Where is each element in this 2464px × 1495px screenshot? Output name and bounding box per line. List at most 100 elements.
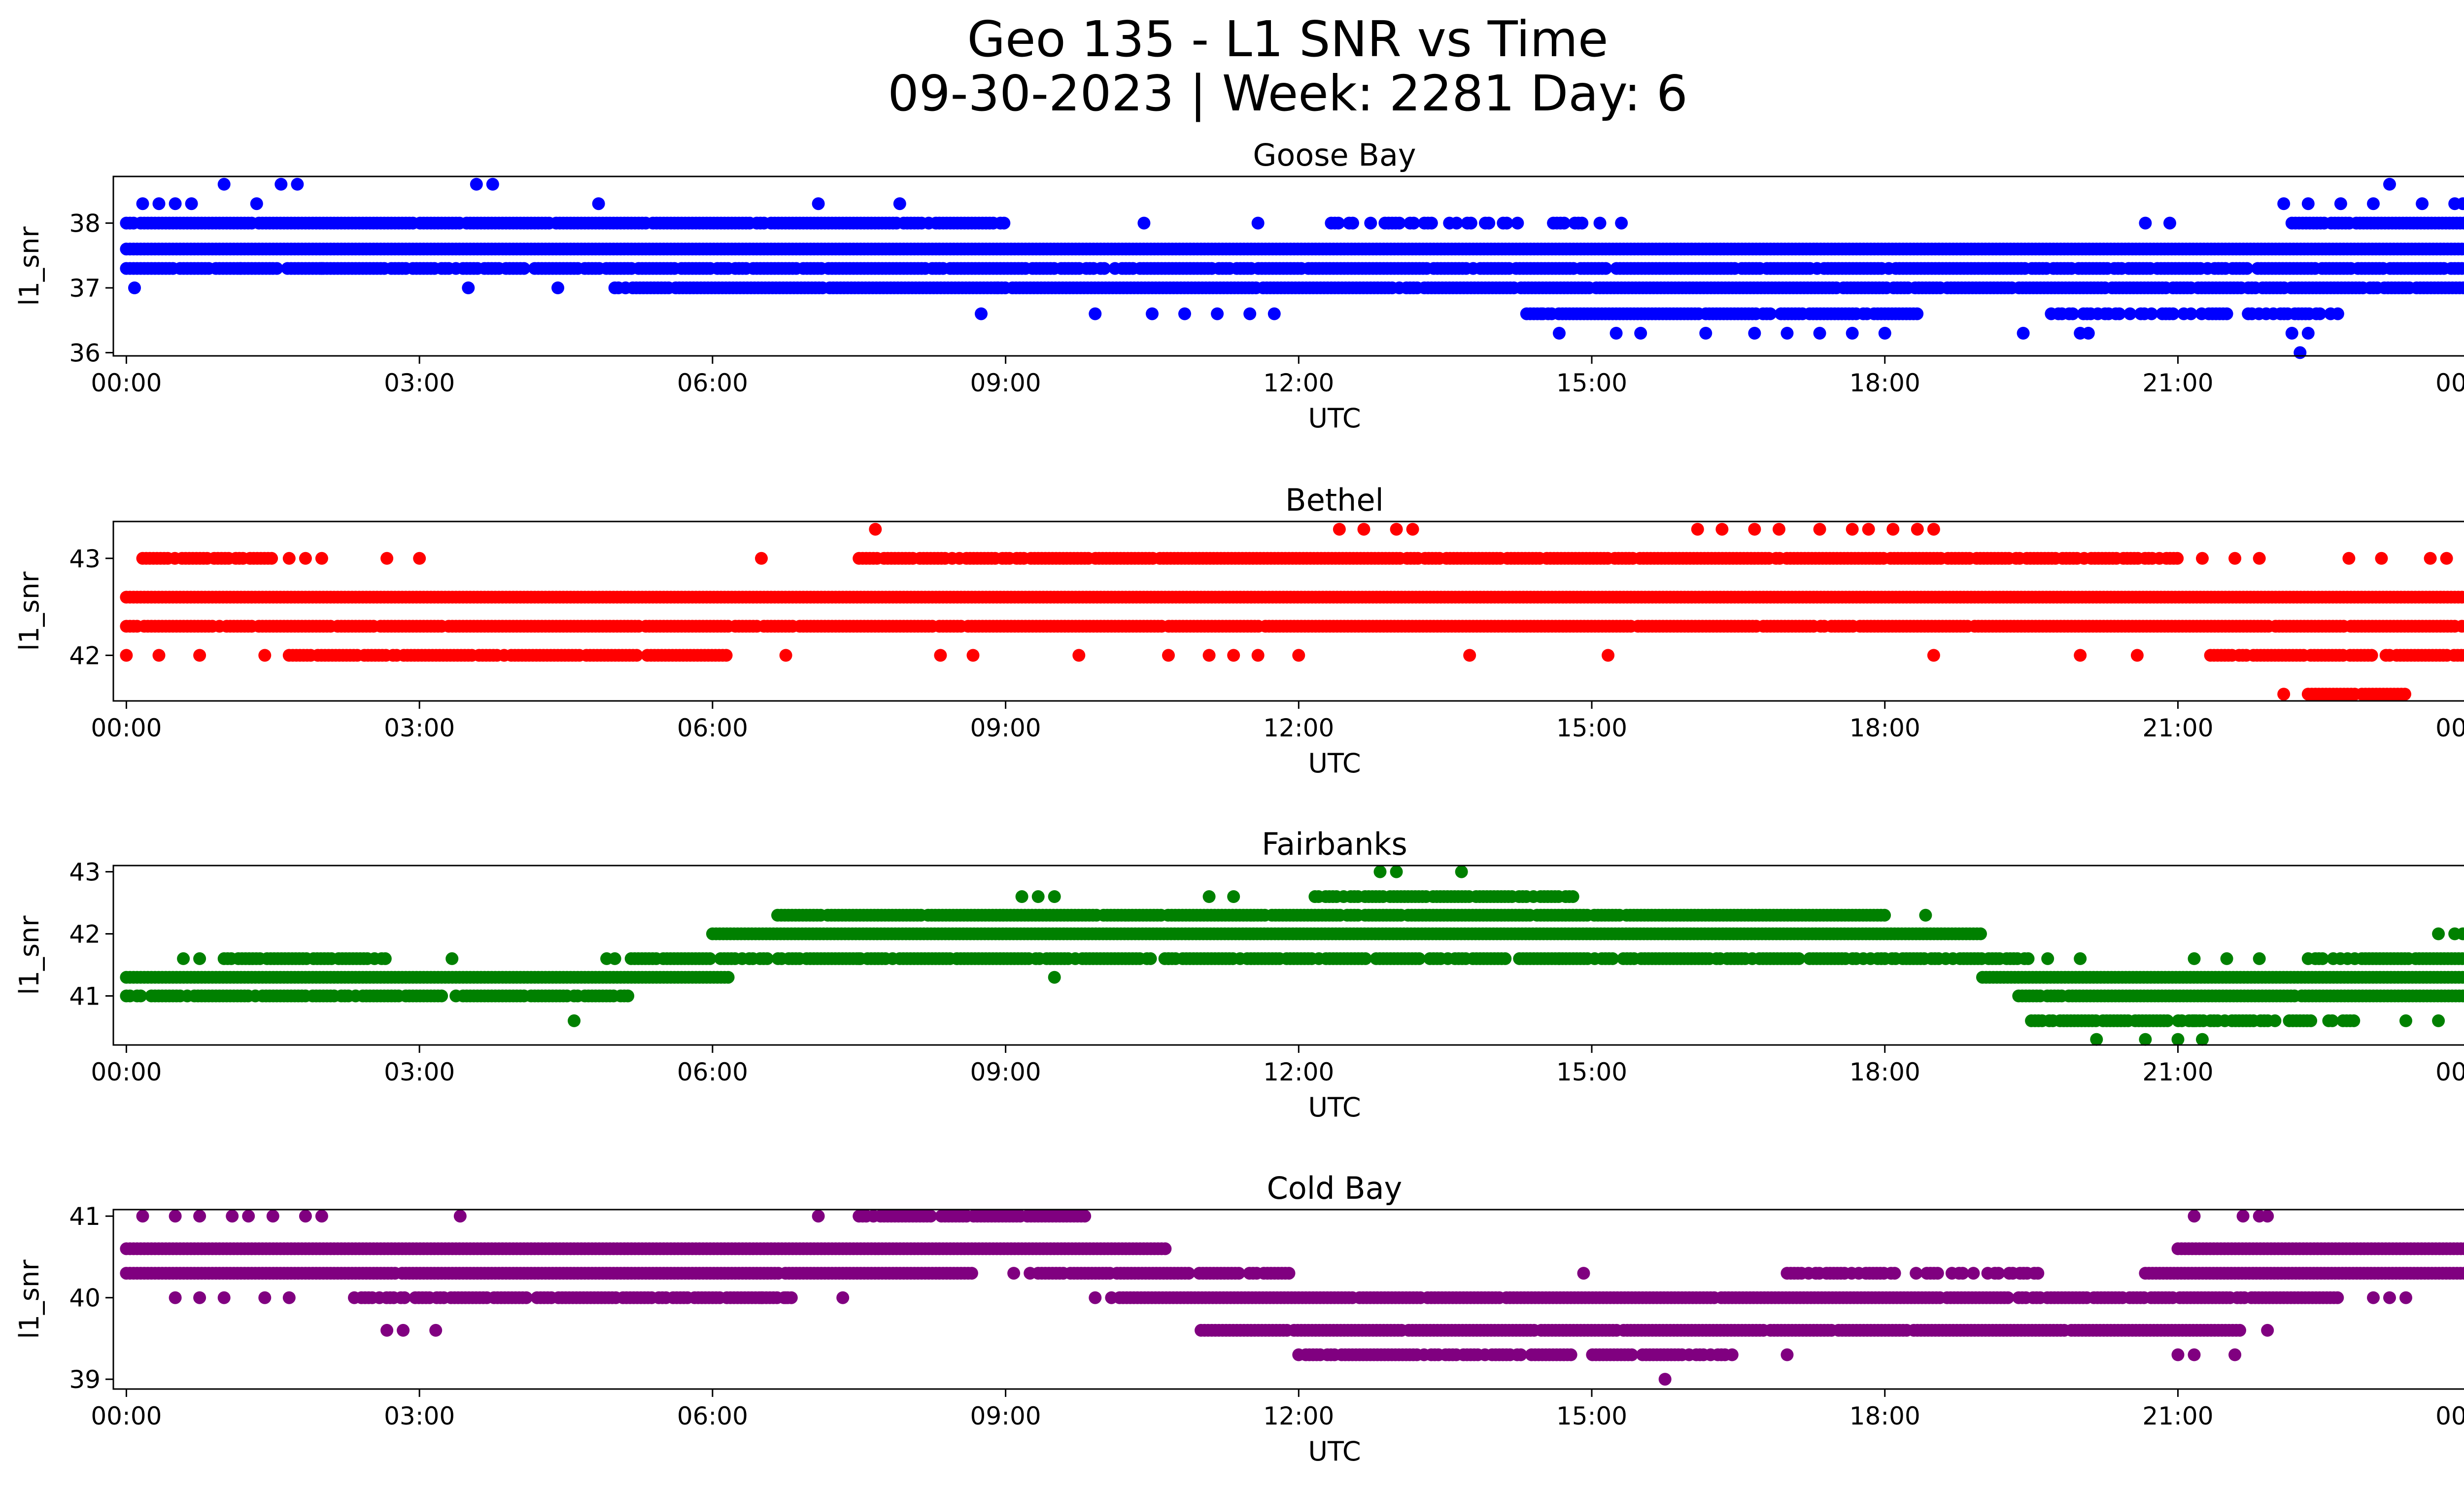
x-tick-label: 15:00 [1556,714,1627,742]
data-point [1878,908,1891,922]
x-tick-label: 00:00 [2435,369,2464,397]
data-point [1267,307,1281,320]
data-point [1292,649,1305,662]
data-point [1911,522,1924,536]
data-point [2367,197,2380,210]
data-point [966,649,980,662]
data-point [1699,327,1712,340]
data-point [1450,216,1463,230]
data-point [2461,217,2464,229]
data-point [1364,216,1377,230]
data-point [1773,522,1785,536]
data-point [934,649,947,662]
x-tick-label: 21:00 [2142,369,2213,397]
subplot-title: Bethel [1285,482,1384,518]
data-point [315,552,328,565]
x-tick-label: 00:00 [2435,714,2464,742]
data-point [2130,649,2144,662]
y-axis-label: l1_snr [14,226,45,306]
data-point [2383,177,2396,191]
x-axis-label: UTC [1308,403,1361,434]
data-point [1500,216,1513,230]
data-point [1407,216,1420,230]
data-point [1862,522,1875,536]
data-point [1553,327,1566,340]
x-tick-label: 15:00 [1556,369,1627,397]
data-point [413,552,426,565]
data-point [1813,327,1826,340]
series-points [120,177,2464,359]
data-point [315,262,328,275]
data-point [1332,216,1345,230]
data-point [1511,216,1524,230]
data-point [2285,327,2298,340]
data-point [2342,552,2356,565]
data-point [274,177,288,191]
data-point [470,177,483,191]
data-point [1072,649,1086,662]
data-point [1089,307,1102,320]
data-point [1748,327,1761,340]
figure-subtitle: 09-30-2023 | Week: 2281 Day: 6 [888,65,1688,122]
data-point [1886,522,1900,536]
y-axis-label: l1_snr [14,571,45,651]
data-point [1609,327,1623,340]
data-point [1691,522,1704,536]
x-tick-label: 12:00 [1263,714,1334,742]
data-point [1227,649,1240,662]
data-point [1333,522,1346,536]
data-point [755,552,768,565]
data-point [2139,216,2152,230]
y-tick-label: 36 [69,339,101,367]
data-point [486,177,499,191]
data-point [258,649,272,662]
data-point [2277,688,2291,701]
data-point [299,552,312,565]
data-point [1464,216,1477,230]
x-tick-label: 03:00 [384,369,455,397]
data-point [380,552,394,565]
data-point [1575,216,1589,230]
data-point [2398,688,2411,701]
data-point [1557,216,1571,230]
data-point [893,197,906,210]
data-point [193,649,206,662]
data-point [1097,262,1111,275]
x-axis-label: UTC [1308,748,1361,779]
x-tick-label: 09:00 [970,714,1041,742]
data-point [1357,522,1370,536]
data-point [2277,197,2291,210]
data-point [250,197,263,210]
data-point [120,649,133,662]
data-point [2334,197,2347,210]
data-point [1178,307,1191,320]
data-point [1536,307,1549,320]
data-point [1911,307,1924,320]
y-tick-label: 37 [69,274,101,303]
figure-title: Geo 135 - L1 SNR vs Time [967,10,1608,68]
data-point [1251,649,1265,662]
data-point [291,177,304,191]
data-point [2074,649,2087,662]
data-point [282,552,296,565]
x-tick-label: 03:00 [384,714,455,742]
data-point [2301,327,2315,340]
data-point [217,177,231,191]
x-tick-label: 00:00 [91,714,162,742]
data-point [2440,552,2453,565]
data-point [2220,307,2233,320]
data-point [1406,522,1419,536]
x-tick-label: 00:00 [91,369,162,397]
data-point [2017,327,2030,340]
data-point [1162,649,1175,662]
data-point [234,262,247,275]
data-point [592,197,605,210]
data-point [2082,327,2095,340]
data-point [975,307,988,320]
x-tick-label: 18:00 [1849,714,1920,742]
data-point [1593,216,1607,230]
data-point [1846,327,1859,340]
